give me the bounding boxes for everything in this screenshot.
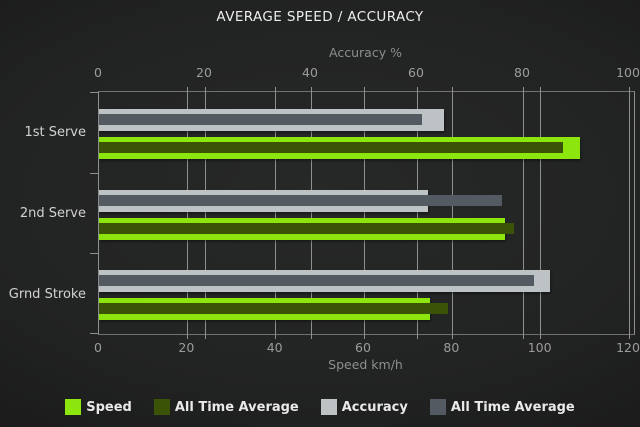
bar-accuracy-alltime xyxy=(99,114,423,125)
gridline-speed-100 xyxy=(540,87,542,339)
gridline-speed-40 xyxy=(275,87,277,339)
legend-swatch xyxy=(320,399,337,415)
gridline-speed-80 xyxy=(451,87,453,339)
legend-label: All Time Average xyxy=(450,399,575,415)
bottom-tick-label: 60 xyxy=(355,340,371,355)
top-axis-title: Accuracy % xyxy=(329,45,402,60)
bottom-tick-label: 0 xyxy=(94,340,102,355)
legend-swatch xyxy=(65,399,82,415)
legend-item: All Time Average xyxy=(429,399,575,415)
top-tick-label: 60 xyxy=(408,65,424,80)
gridline-accuracy-60 xyxy=(416,87,418,339)
gridline-speed-20 xyxy=(186,87,188,339)
bottom-tick-label: 40 xyxy=(266,340,283,355)
bottom-tick-label: 80 xyxy=(443,340,460,355)
bottom-tick-label: 120 xyxy=(616,340,640,355)
axis-boundary-tick xyxy=(90,333,99,334)
axis-boundary-tick xyxy=(90,173,99,174)
bar-accuracy-alltime xyxy=(99,275,534,287)
bar-speed-alltime xyxy=(99,142,563,153)
gridline-speed-60 xyxy=(363,87,365,339)
category-label: 1st Serve xyxy=(24,125,86,140)
category-label: 2nd Serve xyxy=(19,206,86,221)
axis-boundary-tick xyxy=(90,92,99,93)
legend: Speed All Time Average Accuracy All Time Av… xyxy=(0,399,640,415)
top-tick-label: 20 xyxy=(196,65,212,80)
legend-swatch xyxy=(429,399,446,415)
top-tick-label: 40 xyxy=(302,65,318,80)
plot-area xyxy=(90,87,635,339)
legend-label: Accuracy xyxy=(341,399,408,415)
gridline-accuracy-80 xyxy=(522,87,524,339)
top-tick-label: 100 xyxy=(616,65,640,80)
bottom-tick-label: 100 xyxy=(527,340,552,355)
gridline-accuracy-20 xyxy=(204,87,206,339)
bar-speed-alltime xyxy=(99,222,515,234)
gridline-accuracy-100 xyxy=(628,87,630,339)
axis-boundary-tick xyxy=(90,253,99,254)
bar-accuracy-alltime xyxy=(99,194,502,206)
legend-label: All Time Average xyxy=(174,399,299,415)
category-label: Grnd Stroke xyxy=(8,287,86,302)
bar-speed-alltime xyxy=(99,303,448,315)
chart-title: AVERAGE SPEED / ACCURACY xyxy=(216,9,424,25)
top-tick-label: 0 xyxy=(94,65,102,80)
legend-swatch xyxy=(153,399,170,415)
top-tick-label: 80 xyxy=(514,65,530,80)
legend-item: Accuracy xyxy=(320,399,408,415)
legend-item: Speed xyxy=(65,399,132,415)
bottom-tick-label: 20 xyxy=(178,340,195,355)
gridline-accuracy-40 xyxy=(310,87,312,339)
legend-item: All Time Average xyxy=(153,399,299,415)
legend-label: Speed xyxy=(86,399,132,415)
bottom-axis-title: Speed km/h xyxy=(328,357,403,372)
